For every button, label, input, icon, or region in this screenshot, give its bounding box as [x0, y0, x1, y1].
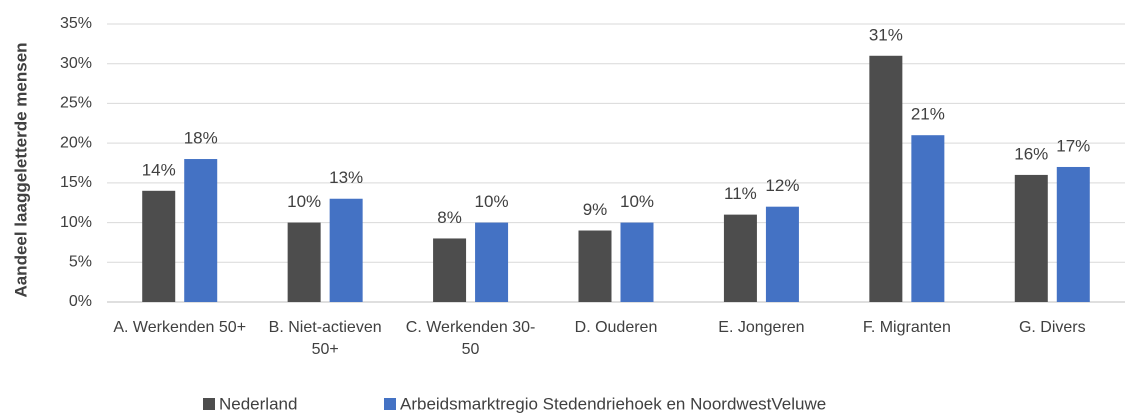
bar: [287, 222, 321, 302]
y-tick-label: 5%: [69, 254, 92, 271]
x-tick-label: D. Ouderen: [574, 319, 658, 336]
legend-label: Nederland: [219, 394, 297, 413]
data-label: 18%: [184, 129, 218, 148]
data-label: 10%: [475, 192, 509, 211]
y-tick-label: 10%: [60, 214, 92, 231]
data-label: 17%: [1056, 136, 1090, 155]
bar: [911, 135, 945, 302]
y-tick-label: 20%: [60, 134, 92, 151]
data-label: 10%: [620, 192, 654, 211]
bar: [620, 222, 654, 302]
bar: [869, 55, 903, 303]
bar: [433, 238, 467, 302]
data-label: 21%: [911, 105, 945, 124]
data-label: 9%: [583, 200, 608, 219]
legend-label: Arbeidsmarktregio Stedendriehoek en Noor…: [400, 394, 826, 413]
y-tick-label: 25%: [60, 95, 92, 112]
bar: [475, 222, 509, 302]
bar: [1056, 166, 1090, 302]
data-label: 10%: [287, 192, 321, 211]
data-label: 16%: [1014, 144, 1048, 163]
legend-swatch: [203, 398, 215, 410]
x-tick-label: A. Werkenden 50+: [113, 319, 247, 336]
bar: [1014, 174, 1048, 302]
y-axis-label: Aandeel laaggeletterde mensen: [11, 42, 30, 297]
bar: [329, 198, 363, 302]
data-label: 11%: [724, 184, 757, 203]
x-tick-label: C. Werkenden 30-50: [405, 319, 536, 358]
data-label: 12%: [765, 176, 799, 195]
legend-swatch: [384, 398, 396, 410]
x-tick-label: F. Migranten: [862, 319, 951, 336]
y-tick-label: 30%: [60, 55, 92, 72]
x-tick-label: B. Niet-actieven 50+: [268, 319, 382, 358]
bar: [142, 190, 176, 302]
data-label: 14%: [142, 160, 176, 179]
data-label: 13%: [329, 168, 363, 187]
x-tick-label: E. Jongeren: [718, 319, 805, 336]
y-tick-label: 15%: [60, 174, 92, 191]
bar: [723, 214, 757, 302]
y-tick-label: 0%: [69, 293, 92, 310]
y-tick-label: 35%: [60, 15, 92, 32]
bar: [184, 159, 218, 302]
data-label: 8%: [437, 208, 462, 227]
bar: [578, 230, 612, 302]
bar: [765, 206, 799, 302]
data-label: 31%: [869, 25, 903, 44]
x-tick-label: G. Divers: [1018, 319, 1086, 336]
